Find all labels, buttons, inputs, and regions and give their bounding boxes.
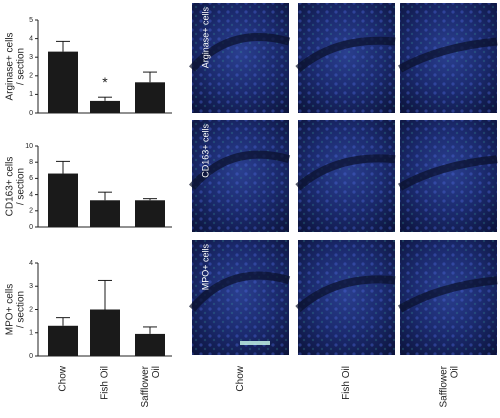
y-axis-label: CD163+ cells	[5, 157, 16, 217]
y-tick-label: 4	[29, 260, 33, 267]
y-tick-label: 2	[29, 306, 33, 313]
row-label: Arginase+ cells	[200, 7, 210, 69]
bar	[90, 100, 120, 113]
tissue-fold	[398, 37, 498, 73]
tissue-fold	[295, 154, 396, 191]
y-tick-label: 2	[29, 73, 33, 80]
y-tick-label: 3	[29, 54, 33, 61]
tissue-fold	[189, 33, 291, 72]
bar	[48, 325, 78, 356]
y-tick-label: 10	[25, 143, 33, 150]
y-tick-label: 8	[29, 159, 33, 166]
tissue-fold	[188, 150, 291, 190]
y-axis-label: / section	[16, 168, 27, 205]
x-tick-label: SafflowerOil	[140, 365, 162, 407]
bar	[135, 200, 165, 227]
bar	[135, 82, 165, 113]
bar	[48, 173, 78, 227]
column-label: Chow	[235, 365, 246, 391]
column-label: Fish Oil	[341, 366, 352, 400]
column-label: SafflowerOil	[438, 365, 460, 407]
y-tick-label: 1	[29, 330, 33, 337]
y-tick-label: 4	[29, 191, 33, 198]
y-tick-label: 2	[29, 208, 33, 215]
y-tick-label: 5	[29, 17, 33, 24]
tissue-fold	[398, 155, 498, 191]
y-axis-label: MPO+ cells	[5, 284, 16, 335]
y-tick-label: 0	[29, 110, 33, 117]
bar	[135, 333, 165, 356]
row-label: MPO+ cells	[200, 244, 210, 291]
tissue-fold	[188, 271, 291, 312]
y-tick-label: 4	[29, 35, 33, 42]
scale-bar	[240, 341, 270, 345]
tissue-fold	[397, 276, 498, 313]
y-tick-label: 3	[29, 283, 33, 290]
bar	[48, 51, 78, 113]
tissue-fold	[295, 36, 396, 73]
y-tick-label: 1	[29, 91, 33, 98]
annotation: *	[102, 74, 108, 90]
y-tick-label: 0	[29, 353, 33, 360]
y-axis-label: / section	[16, 291, 27, 328]
y-tick-label: 0	[29, 224, 33, 231]
bar	[90, 309, 120, 356]
row-label: CD163+ cells	[200, 124, 210, 178]
y-axis-label: Arginase+ cells	[5, 32, 16, 100]
tissue-fold	[295, 275, 396, 313]
y-tick-label: 6	[29, 175, 33, 182]
y-axis-label: / section	[16, 48, 27, 85]
x-tick-label: Chow	[58, 365, 69, 391]
bar	[90, 200, 120, 227]
x-tick-label: Fish Oil	[100, 366, 111, 400]
